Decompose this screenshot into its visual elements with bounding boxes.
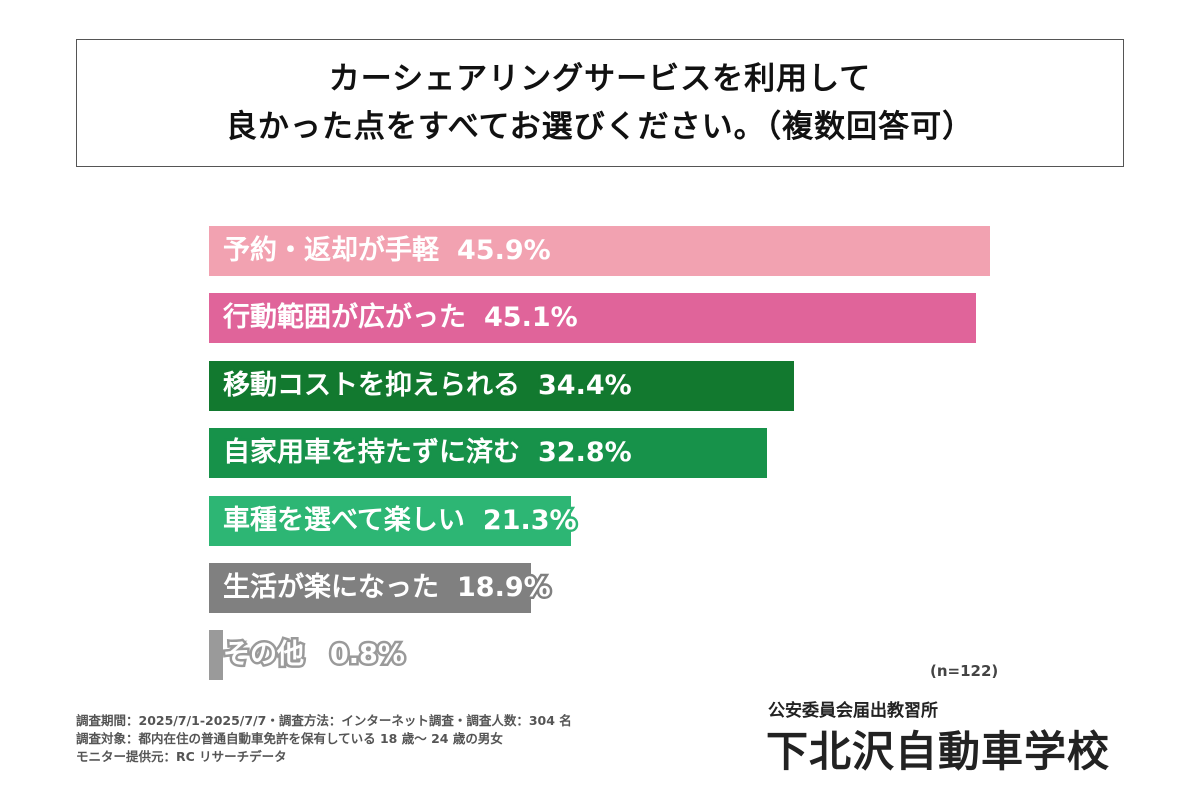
category-label: その他 [221, 637, 307, 673]
bar-label: 移動コストを抑えられる 34.4% [221, 361, 635, 411]
bar-label: 自家用車を持たずに済む 32.8% [221, 428, 635, 478]
value-label: 45.1% [482, 300, 581, 336]
bar-label: 予約・返却が手軽 45.9% [221, 226, 554, 276]
category-label: 車種を選べて楽しい [221, 502, 468, 538]
bar-label: その他 0.8% [221, 630, 408, 680]
logo-subtitle: 公安委員会届出教習所 [768, 701, 938, 721]
note-line: 調査期間：2025/7/1-2025/7/7・調査方法：インターネット調査・調査… [76, 713, 572, 728]
sample-size: (n=122) [930, 662, 999, 680]
title-line-2: 良かった点をすべてお選びください。（複数回答可） [225, 109, 975, 145]
category-label: 生活が楽になった [221, 570, 442, 606]
note-line: 調査対象：都内在住の普通自動車免許を保有している 18 歳～ 24 歳の男女 [76, 731, 503, 746]
value-label: 45.9% [455, 233, 554, 269]
value-label: 21.3% [480, 502, 579, 538]
bar [209, 428, 768, 479]
category-label: 移動コストを抑えられる [221, 367, 523, 403]
logo: 下北沢自動車学校 [766, 727, 1111, 776]
chart-title: カーシェアリングサービスを利用して 良かった点をすべてお選びください。（複数回答… [76, 39, 1124, 167]
bar [209, 360, 795, 411]
title-line-1: カーシェアリングサービスを利用して [328, 61, 872, 97]
category-label: 予約・返却が手軽 [221, 233, 442, 269]
bar [209, 293, 977, 344]
survey-notes: 調査期間：2025/7/1-2025/7/7・調査方法：インターネット調査・調査… [76, 712, 572, 766]
value-label: 32.8% [536, 435, 635, 471]
category-label: 行動範囲が広がった [221, 300, 469, 336]
bar-label: 車種を選べて楽しい 21.3% [221, 496, 580, 546]
value-label: 34.4% [536, 367, 635, 403]
bar [209, 226, 990, 276]
note-line: モニター提供元：RC リサーチデータ [76, 749, 287, 764]
bar [209, 630, 223, 681]
bar-chart: 予約・返却が手軽 45.9% 行動範囲が広がった 45.1% 移動コストを抑えられる 34… [209, 226, 990, 681]
bar [209, 495, 572, 546]
bar-label: 行動範囲が広がった 45.1% [221, 293, 581, 343]
bar [209, 563, 531, 613]
category-label: 自家用車を持たずに済む [221, 435, 523, 471]
value-label: 18.9% [455, 570, 554, 606]
value-label: 0.8% [328, 637, 408, 673]
bar-label: 生活が楽になった 18.9% [221, 563, 554, 613]
